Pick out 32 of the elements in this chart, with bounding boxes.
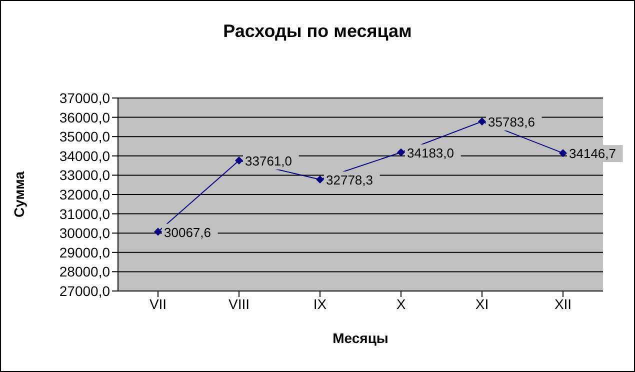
y-tick-label: 32000,0: [59, 186, 110, 202]
y-axis-title: Сумма: [10, 171, 27, 218]
y-tick-label: 28000,0: [59, 264, 110, 280]
y-tick-label: 36000,0: [59, 109, 110, 126]
point: [559, 149, 567, 158]
x-tick-label: VII: [149, 296, 167, 312]
chart-title: Расходы по месяцам: [222, 21, 413, 42]
y-tick-label: 27000,0: [59, 282, 110, 299]
x-tick-label: X: [396, 296, 406, 312]
y-tick-label: 34000,0: [59, 148, 110, 164]
point: [397, 148, 405, 156]
point: [235, 156, 243, 165]
data-label: 35783,6: [488, 114, 535, 130]
point: [154, 228, 162, 236]
data-label: 32778,3: [326, 172, 373, 188]
y-tick-label: 29000,0: [59, 244, 110, 260]
y-tick-label: 30000,0: [59, 225, 110, 242]
y-tick-label: 37000,0: [59, 90, 110, 106]
x-tick-label: XI: [475, 296, 489, 312]
data-label: 34183,0: [407, 145, 454, 160]
data-label: 33761,0: [245, 154, 292, 169]
data-label: 30067,6: [164, 224, 211, 240]
y-tick-label: 35000,0: [59, 128, 110, 145]
x-tick-label: IX: [313, 296, 328, 312]
y-tick-label: 33000,0: [59, 167, 110, 184]
x-tick-label: VIII: [228, 296, 250, 312]
data-label: 34146,7: [569, 146, 616, 162]
x-tick-label: XII: [554, 296, 572, 312]
point: [478, 117, 486, 126]
y-tick-label: 31000,0: [59, 206, 110, 222]
point: [316, 175, 324, 184]
x-axis-title: Месяцы: [332, 330, 388, 346]
